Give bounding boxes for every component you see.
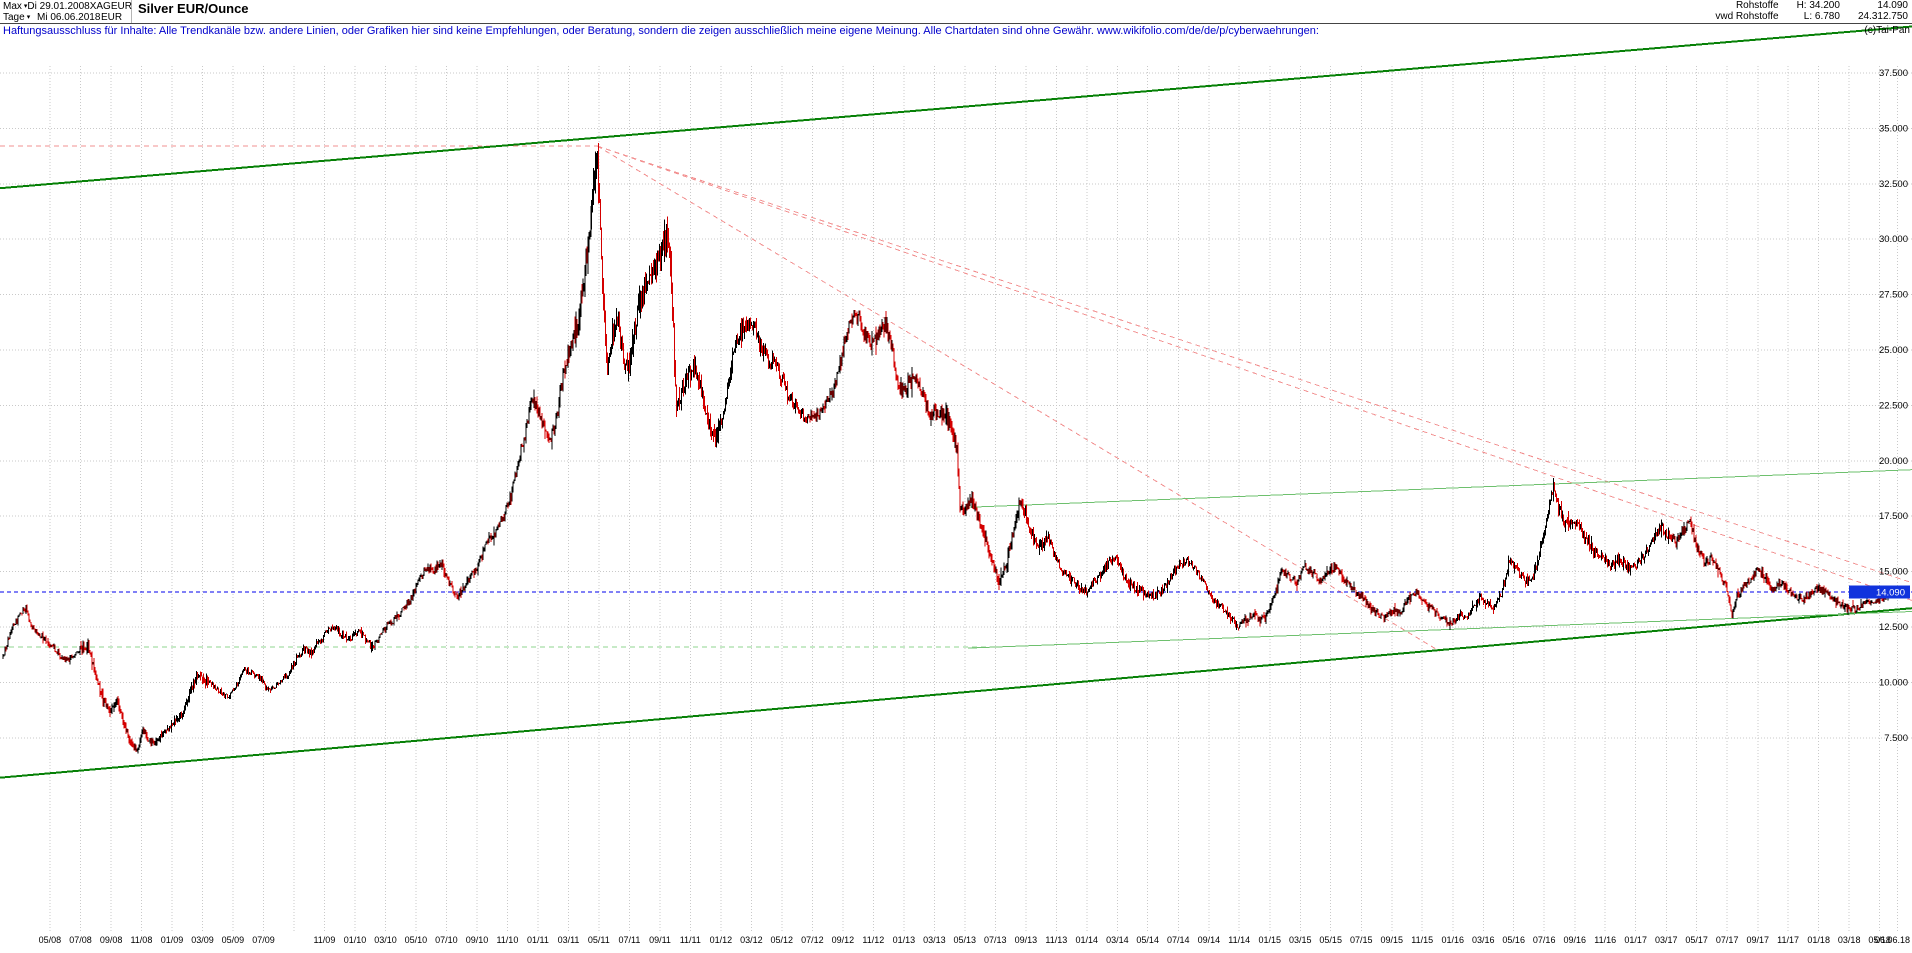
source-label: vwd Rohstoffe [1715, 11, 1779, 22]
svg-text:09/10: 09/10 [466, 935, 489, 945]
svg-text:09/16: 09/16 [1564, 935, 1587, 945]
svg-text:25.000: 25.000 [1879, 345, 1908, 356]
svg-text:07/15: 07/15 [1350, 935, 1373, 945]
svg-text:01/11: 01/11 [527, 935, 549, 945]
svg-text:05/12: 05/12 [771, 935, 794, 945]
topbar: Max ▾ Di 29.01.2008 XAGEUR Tage ▾ Mi 06.… [0, 0, 1912, 24]
volume-value: 24.312.750 [1857, 11, 1908, 22]
svg-text:11/08: 11/08 [130, 935, 152, 945]
svg-text:09/17: 09/17 [1747, 935, 1770, 945]
interval-dropdown-label: Tage [3, 12, 25, 23]
svg-text:11/12: 11/12 [862, 935, 884, 945]
symbol-label: XAGEUR [89, 1, 132, 12]
svg-text:09/12: 09/12 [832, 935, 855, 945]
last-price: 14.090 [1877, 0, 1908, 11]
svg-text:11/16: 11/16 [1594, 935, 1616, 945]
svg-text:05/15: 05/15 [1319, 935, 1342, 945]
svg-text:01/09: 01/09 [161, 935, 184, 945]
svg-text:07/16: 07/16 [1533, 935, 1556, 945]
svg-text:22.500: 22.500 [1879, 400, 1908, 411]
chevron-down-icon: ▾ [23, 3, 28, 10]
svg-text:05/08: 05/08 [39, 935, 62, 945]
svg-text:11/14: 11/14 [1228, 935, 1250, 945]
chart-title: Silver EUR/Ounce [138, 1, 249, 16]
svg-text:09/08: 09/08 [100, 935, 123, 945]
high-value: H: 34.200 [1796, 0, 1840, 11]
category-label: Rohstoffe [1735, 0, 1779, 11]
low-value: L: 6.780 [1803, 11, 1840, 22]
svg-text:05/18: 05/18 [1868, 935, 1891, 945]
wikifolio-link[interactable]: www.wikifolio.com/de/de/p/cyberwaehrunge… [1096, 25, 1319, 37]
svg-text:11/17: 11/17 [1777, 935, 1799, 945]
svg-text:03/18: 03/18 [1838, 935, 1861, 945]
svg-text:11/10: 11/10 [496, 935, 518, 945]
svg-text:07/10: 07/10 [435, 935, 458, 945]
svg-text:17.500: 17.500 [1879, 511, 1908, 522]
svg-text:09/15: 09/15 [1381, 935, 1404, 945]
svg-text:03/10: 03/10 [374, 935, 397, 945]
svg-text:07/13: 07/13 [984, 935, 1007, 945]
svg-text:37.500: 37.500 [1879, 68, 1908, 79]
svg-text:01/17: 01/17 [1624, 935, 1647, 945]
svg-text:05/09: 05/09 [222, 935, 245, 945]
svg-text:12.500: 12.500 [1879, 622, 1908, 633]
range-dropdown-label: Max [3, 1, 22, 12]
svg-text:03/14: 03/14 [1106, 935, 1129, 945]
svg-text:07/11: 07/11 [618, 935, 640, 945]
svg-text:05/17: 05/17 [1685, 935, 1708, 945]
chevron-down-icon: ▾ [26, 14, 31, 21]
svg-text:03/15: 03/15 [1289, 935, 1312, 945]
svg-text:35.000: 35.000 [1879, 123, 1908, 134]
svg-text:07/08: 07/08 [69, 935, 92, 945]
interval-dropdown[interactable]: Tage ▾ [3, 12, 37, 23]
svg-text:01/10: 01/10 [344, 935, 367, 945]
svg-text:05/11: 05/11 [588, 935, 610, 945]
svg-text:09/13: 09/13 [1015, 935, 1038, 945]
range-dropdown[interactable]: Max ▾ [3, 1, 27, 12]
svg-text:10.000: 10.000 [1879, 677, 1908, 688]
currency-label: EUR [101, 12, 123, 23]
svg-text:01/18: 01/18 [1807, 935, 1830, 945]
svg-text:07/12: 07/12 [801, 935, 824, 945]
chart-range-controls: Max ▾ Di 29.01.2008 XAGEUR Tage ▾ Mi 06.… [0, 0, 132, 23]
svg-text:07/17: 07/17 [1716, 935, 1739, 945]
price-chart[interactable]: 05/08 07/08 09/08 11/08 01/09 03/09 05/09 07/09… [0, 24, 1912, 953]
svg-text:11/15: 11/15 [1411, 935, 1433, 945]
svg-text:32.500: 32.500 [1879, 179, 1908, 190]
svg-text:03/13: 03/13 [923, 935, 946, 945]
svg-text:05/13: 05/13 [954, 935, 977, 945]
svg-text:11/13: 11/13 [1045, 935, 1067, 945]
svg-text:01/13: 01/13 [893, 935, 916, 945]
svg-text:06.06.18: 06.06.18 [1875, 935, 1910, 945]
svg-text:7.500: 7.500 [1884, 733, 1908, 744]
svg-text:07/14: 07/14 [1167, 935, 1190, 945]
svg-text:01/12: 01/12 [710, 935, 733, 945]
svg-text:07/09: 07/09 [252, 935, 275, 945]
svg-text:01/15: 01/15 [1259, 935, 1282, 945]
svg-text:01/14: 01/14 [1076, 935, 1099, 945]
svg-text:03/11: 03/11 [558, 935, 580, 945]
svg-text:11/09: 11/09 [313, 935, 335, 945]
svg-text:03/12: 03/12 [740, 935, 763, 945]
chart-area: 05/08 07/08 09/08 11/08 01/09 03/09 05/09 07/09… [0, 24, 1912, 953]
svg-text:05/10: 05/10 [405, 935, 428, 945]
svg-text:03/17: 03/17 [1655, 935, 1678, 945]
svg-text:20.000: 20.000 [1879, 456, 1908, 467]
svg-text:09/11: 09/11 [649, 935, 671, 945]
svg-text:27.500: 27.500 [1879, 290, 1908, 301]
svg-text:03/09: 03/09 [191, 935, 214, 945]
svg-text:14.090: 14.090 [1876, 587, 1905, 598]
last-bar-date: Mi 06.06.2018 [37, 12, 101, 23]
svg-text:05/14: 05/14 [1136, 935, 1159, 945]
svg-text:11/11: 11/11 [680, 935, 701, 945]
svg-text:03/16: 03/16 [1472, 935, 1495, 945]
svg-text:09/14: 09/14 [1198, 935, 1221, 945]
quote-info: Rohstoffe H: 34.200 14.090 vwd Rohstoffe… [1715, 1, 1908, 22]
svg-text:05/16: 05/16 [1502, 935, 1525, 945]
svg-text:30.000: 30.000 [1879, 234, 1908, 245]
first-bar-date: Di 29.01.2008 [27, 1, 90, 12]
svg-text:15.000: 15.000 [1879, 567, 1908, 578]
svg-text:01/16: 01/16 [1442, 935, 1465, 945]
